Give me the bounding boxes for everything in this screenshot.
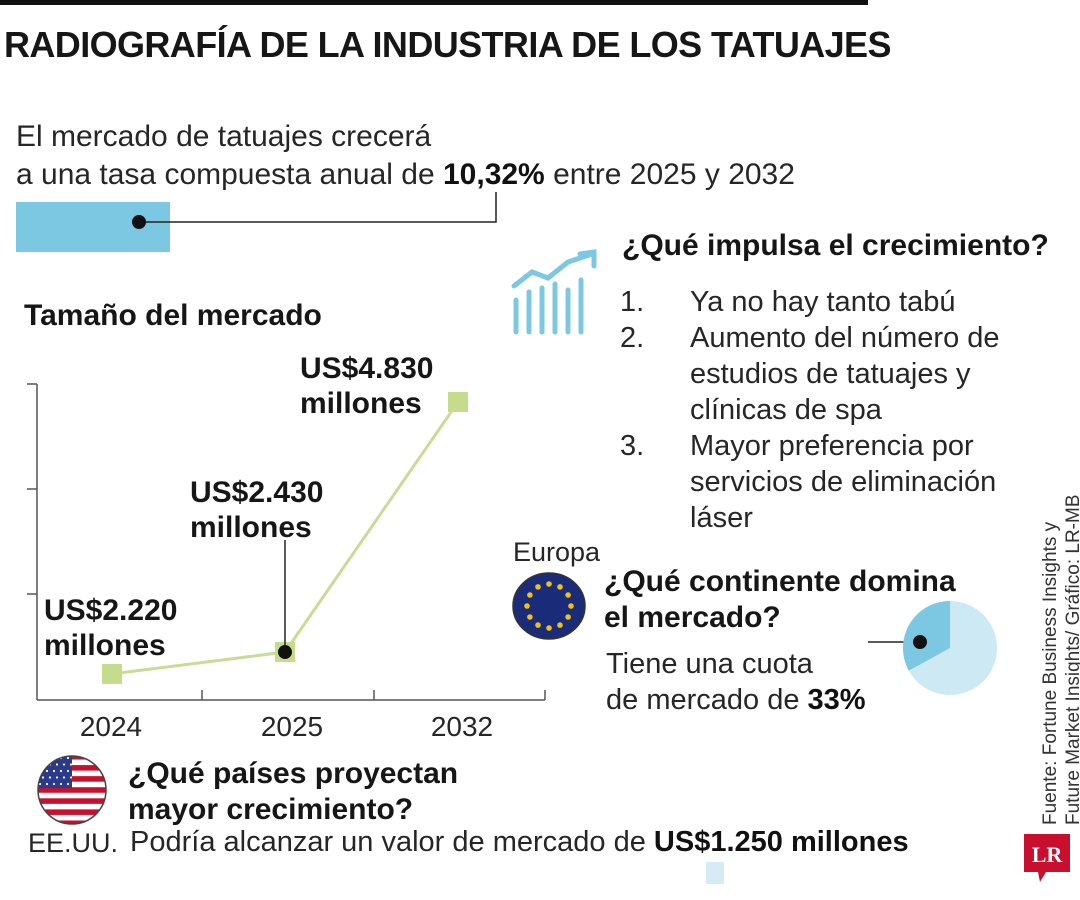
top-rule — [0, 0, 868, 5]
countries-title: ¿Qué países proyectan mayor crecimiento? — [128, 757, 459, 826]
intro-line-2: a una tasa compuesta anual de 10,32% ent… — [16, 158, 795, 191]
list-item: 3. Mayor preferencia por servicios de eli… — [620, 430, 997, 534]
europe-label: Europa — [513, 537, 601, 567]
intro-line-1: El mercado de tatuajes crecerá — [16, 120, 432, 153]
list-item: 2. Aumento del número de estudios de tatu… — [620, 322, 1000, 426]
market-size-title: Tamaño del mercado — [24, 299, 322, 332]
data-point-2024 — [102, 663, 122, 684]
usa-label: EE.UU. — [28, 828, 119, 858]
page-title: RADIOGRAFÍA DE LA INDUSTRIA DE LOS TATUA… — [4, 24, 891, 65]
us-flag-icon — [37, 755, 107, 825]
growth-chart-icon — [511, 249, 597, 335]
eu-flag-icon — [512, 572, 586, 640]
svg-text:LR: LR — [1032, 842, 1064, 867]
market-share-pie — [903, 601, 997, 695]
data-label-dot — [278, 645, 292, 660]
data-label-2032: US$4.830 millones — [300, 352, 433, 420]
growth-rate: 10,32% — [442, 158, 545, 191]
chart-series — [102, 392, 468, 684]
continent-title: ¿Qué continente domina el mercado? — [604, 565, 956, 634]
growth-drivers-title: ¿Qué impulsa el crecimiento? — [622, 229, 1049, 262]
chart-tick-labels: 2024 2025 2032 — [80, 711, 493, 742]
market-share-text: Tiene una cuota de mercado de 33% — [606, 648, 866, 716]
data-point-2032 — [448, 392, 468, 412]
x-tick-2032: 2032 — [431, 711, 493, 742]
data-label-2024: US$2.220 millones — [44, 594, 177, 662]
lr-logo: LR — [1024, 834, 1070, 882]
rate-highlight-bar — [16, 202, 170, 252]
market-share-value: 33% — [807, 684, 866, 716]
usa-value-text: Podría alcanzar un valor de mercado de U… — [130, 826, 909, 858]
x-tick-2024: 2024 — [80, 711, 142, 742]
chart-axes — [27, 383, 546, 701]
growth-drivers-list: 1. Ya no hay tanto tabú 2. Aumento del núm… — [620, 284, 1070, 536]
source-line-2: Future Market Insights/ Gráfico: LR-MB — [1063, 495, 1080, 826]
usa-market-value: US$1.250 millones — [653, 826, 909, 858]
data-label-2025: US$2.430 millones — [190, 476, 323, 544]
source-credit: Fuente: Fortune Business Insights y Futu… — [1040, 495, 1080, 826]
usa-value-bar — [706, 862, 724, 884]
intro-text: El mercado de tatuajes crecerá a una tas… — [16, 118, 795, 194]
list-item: 1. Ya no hay tanto tabú — [620, 286, 956, 318]
source-line-1: Fuente: Fortune Business Insights y — [1040, 521, 1061, 825]
x-tick-2025: 2025 — [261, 711, 323, 742]
